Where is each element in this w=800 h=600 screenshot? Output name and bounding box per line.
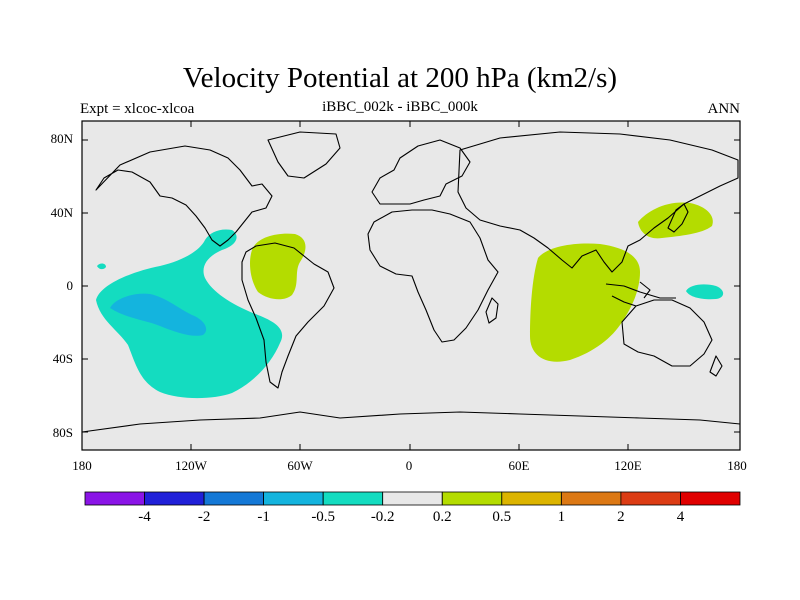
lon-label-120w: 120W <box>175 458 207 473</box>
coast-greenland <box>267 131 341 179</box>
axis-ticks <box>81 121 741 450</box>
positive-region-indian-ocean <box>530 243 640 362</box>
colorbar-swatch <box>382 491 443 506</box>
lat-label-80n: 80N <box>50 131 73 146</box>
lon-label-180e: 180 <box>727 458 747 473</box>
lon-label-120e: 120E <box>614 458 642 473</box>
positive-region-east-asia <box>638 202 713 239</box>
coast-south-america <box>241 242 335 389</box>
lat-label-eq: 0 <box>66 278 74 293</box>
lat-label-80s: 80S <box>52 425 73 440</box>
colorbar <box>84 491 741 506</box>
lon-label-180w: 180 <box>72 458 92 473</box>
colorbar-tick-label: -1 <box>257 509 270 525</box>
coast-antarctica <box>82 411 740 433</box>
colorbar-swatch <box>441 491 503 506</box>
colorbar-swatch <box>561 491 622 506</box>
colorbar-swatch <box>203 491 265 506</box>
coast-madagascar <box>485 297 499 324</box>
coast-australia <box>621 299 713 367</box>
colorbar-swatch <box>501 491 562 506</box>
negative-region-west-pacific <box>686 284 724 300</box>
negative-core-east-pacific <box>110 293 207 336</box>
colorbar-tick-label: 0.2 <box>432 509 452 525</box>
coast-indonesia <box>605 281 676 307</box>
season-label: ANN <box>707 101 741 117</box>
coast-asia <box>457 131 739 273</box>
colorbar-tick-label: -0.5 <box>311 509 336 525</box>
map-title: Velocity Potential at 200 hPa (km2/s) <box>182 62 618 94</box>
colorbar-tick-label: 2 <box>617 509 625 525</box>
colorbar-tick-label: 4 <box>676 509 685 525</box>
lat-label-40s: 40S <box>52 351 73 366</box>
coast-europe <box>371 139 471 205</box>
colorbar-swatch <box>144 491 205 506</box>
colorbar-tick-label: 0.5 <box>492 509 512 525</box>
experiment-label: Expt = xlcoc-xlcoa <box>80 101 195 117</box>
colorbar-swatch <box>263 491 324 506</box>
lat-label-40n: 40N <box>50 205 73 220</box>
lon-label-60e: 60E <box>508 458 530 473</box>
coast-new-zealand <box>709 355 723 377</box>
negative-region-small-pacific <box>97 263 106 270</box>
colorbar-swatch <box>680 491 741 506</box>
colorbar-tick-label: -2 <box>197 509 211 525</box>
colorbar-swatch <box>322 491 384 506</box>
positive-region-south-america <box>250 233 306 300</box>
colorbar-tick-label: 1 <box>557 509 566 525</box>
colorbar-swatch <box>84 491 145 506</box>
colorbar-tick-label: -0.2 <box>370 509 395 525</box>
lon-label-60w: 60W <box>287 458 313 473</box>
coast-japan <box>667 203 689 233</box>
difference-label: iBBC_002k - iBBC_000k <box>322 99 478 115</box>
coast-africa <box>367 209 499 343</box>
colorbar-tick-label: -4 <box>138 509 151 525</box>
coast-north-america <box>95 145 273 247</box>
colorbar-swatch <box>620 491 681 506</box>
lon-label-0: 0 <box>405 458 413 473</box>
